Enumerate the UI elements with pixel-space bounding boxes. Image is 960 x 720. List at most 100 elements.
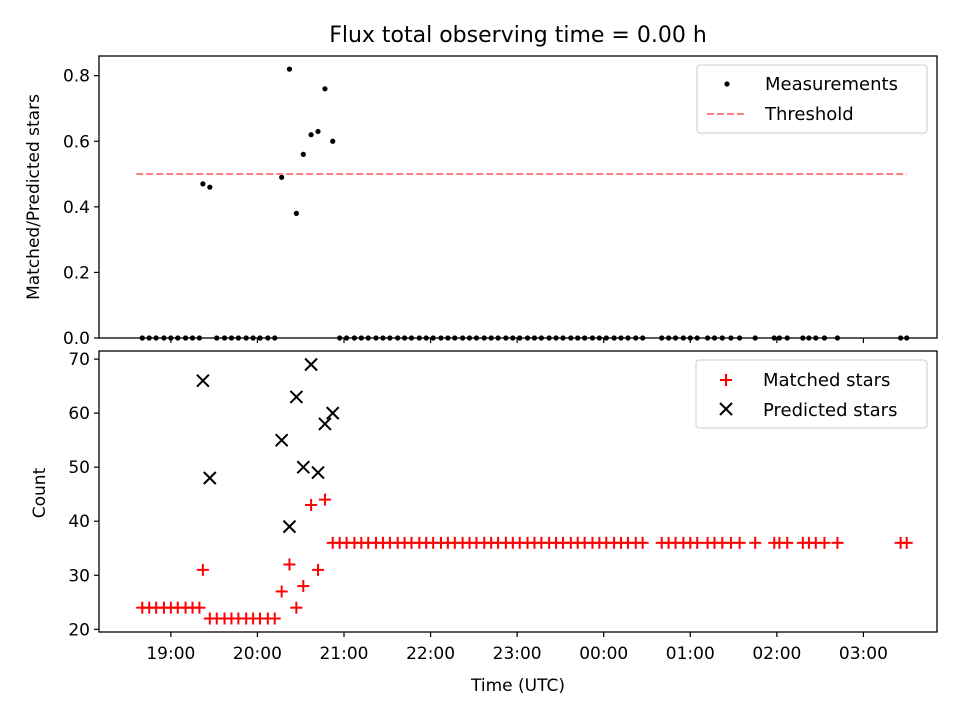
measurement-point bbox=[257, 335, 263, 341]
measurement-point bbox=[495, 335, 501, 341]
measurement-point bbox=[343, 335, 350, 341]
x-axis-label: Time (UTC) bbox=[470, 676, 565, 696]
chart-title: Flux total observing time = 0.00 h bbox=[329, 23, 707, 48]
y-tick-label: 0.4 bbox=[63, 198, 90, 218]
measurement-point bbox=[596, 335, 602, 341]
measurement-point bbox=[214, 335, 220, 341]
measurement-point bbox=[175, 335, 181, 341]
measurement-point bbox=[200, 181, 206, 187]
measurement-point bbox=[510, 335, 516, 341]
matched-stars-point bbox=[290, 601, 303, 614]
predicted-stars-point bbox=[304, 357, 318, 372]
measurement-point bbox=[898, 335, 904, 341]
measurement-point bbox=[806, 335, 812, 341]
matched-stars-point bbox=[818, 536, 831, 549]
measurement-point bbox=[373, 335, 379, 341]
bottom-legend: Matched stars Predicted stars bbox=[695, 359, 928, 429]
predicted-stars-point bbox=[311, 465, 325, 480]
legend-matched-marker bbox=[720, 374, 732, 386]
top-y-axis-label: Matched/Predicted stars bbox=[24, 94, 44, 300]
measurement-point bbox=[481, 335, 487, 341]
measurement-point bbox=[672, 335, 679, 341]
legend-measurements-label: Measurements bbox=[765, 74, 898, 95]
y-tick-label: 60 bbox=[68, 404, 90, 424]
measurement-point bbox=[666, 335, 672, 341]
measurement-point bbox=[250, 335, 256, 341]
measurement-point bbox=[813, 335, 819, 341]
measurement-point bbox=[408, 335, 415, 341]
measurement-point bbox=[300, 151, 306, 157]
y-tick-label: 50 bbox=[68, 458, 90, 478]
measurement-point bbox=[196, 335, 203, 341]
legend-threshold-label: Threshold bbox=[764, 104, 854, 125]
bottom-x-axis: 19:00 20:00 21:00 22:00 23:00 00:00 01:00 02:00… bbox=[146, 632, 888, 664]
matched-stars-point bbox=[318, 493, 331, 506]
bottom-y-axis-label: Count bbox=[30, 467, 50, 518]
measurement-point bbox=[473, 335, 480, 341]
measurement-point bbox=[351, 335, 357, 341]
matched-stars-point bbox=[749, 536, 762, 549]
predicted-stars-point bbox=[326, 406, 340, 420]
legend-measurements-marker bbox=[724, 81, 730, 87]
measurement-point bbox=[488, 335, 494, 341]
y-tick-label: 0.2 bbox=[63, 263, 90, 283]
measurement-point bbox=[531, 335, 538, 341]
measurement-point bbox=[330, 138, 336, 144]
measurement-point bbox=[546, 335, 552, 341]
measurement-point bbox=[589, 335, 596, 341]
measurement-point bbox=[401, 335, 408, 341]
predicted-stars-point bbox=[296, 460, 311, 474]
matched-stars-point bbox=[312, 563, 325, 576]
measurement-point bbox=[680, 335, 686, 341]
x-tick-label: 00:00 bbox=[579, 644, 628, 664]
predicted-stars-point bbox=[282, 519, 297, 534]
measurement-point bbox=[315, 128, 321, 135]
measurement-point bbox=[146, 335, 152, 341]
measurement-point bbox=[737, 335, 743, 341]
y-tick-label: 20 bbox=[68, 620, 90, 640]
measurement-point bbox=[207, 184, 213, 190]
measurement-point bbox=[524, 335, 531, 341]
measurement-point bbox=[560, 335, 566, 341]
top-plot-area bbox=[136, 66, 910, 341]
measurement-point bbox=[308, 132, 314, 138]
matched-stars-point bbox=[636, 536, 649, 549]
x-tick-label: 22:00 bbox=[406, 644, 455, 664]
bottom-plot-area bbox=[136, 357, 913, 625]
measurement-point bbox=[416, 335, 422, 341]
y-tick-label: 30 bbox=[68, 566, 90, 586]
measurement-point bbox=[395, 335, 401, 341]
top-panel: 0.00.20.40.60.8 Matched/Predicted stars … bbox=[24, 55, 938, 349]
measurement-point bbox=[161, 335, 167, 341]
measurement-point bbox=[322, 86, 328, 92]
predicted-stars-point bbox=[196, 374, 210, 388]
y-tick-label: 0.6 bbox=[63, 132, 90, 152]
measurement-point bbox=[618, 335, 624, 341]
matched-stars-point bbox=[733, 536, 746, 549]
measurement-point bbox=[438, 335, 444, 341]
measurement-point bbox=[337, 335, 343, 341]
measurement-point bbox=[272, 335, 278, 341]
matched-stars-point bbox=[196, 563, 209, 576]
x-tick-label: 19:00 bbox=[146, 644, 195, 664]
x-tick-label: 03:00 bbox=[839, 644, 888, 664]
top-x-ticks bbox=[170, 338, 865, 343]
measurement-point bbox=[611, 335, 617, 341]
measurement-point bbox=[459, 335, 466, 341]
measurement-point bbox=[423, 335, 429, 341]
x-tick-label: 02:00 bbox=[752, 644, 801, 664]
measurement-point bbox=[771, 335, 777, 341]
matched-stars-point bbox=[691, 536, 704, 549]
matched-stars-point bbox=[305, 499, 318, 512]
top-legend: Measurements Threshold bbox=[696, 64, 928, 134]
measurement-point bbox=[445, 335, 451, 341]
measurement-point bbox=[821, 335, 828, 341]
x-tick-label: 20:00 bbox=[233, 644, 282, 664]
measurement-point bbox=[711, 335, 718, 341]
legend-predicted-marker bbox=[719, 402, 733, 416]
matched-stars-point bbox=[781, 536, 794, 549]
measurement-point bbox=[719, 335, 725, 341]
matched-stars-point bbox=[831, 536, 844, 549]
bottom-legend-box bbox=[695, 359, 928, 429]
bottom-panel: 20 30 40 50 60 70 19:00 20:00 21:00 22:00 23:00 00… bbox=[30, 350, 938, 696]
